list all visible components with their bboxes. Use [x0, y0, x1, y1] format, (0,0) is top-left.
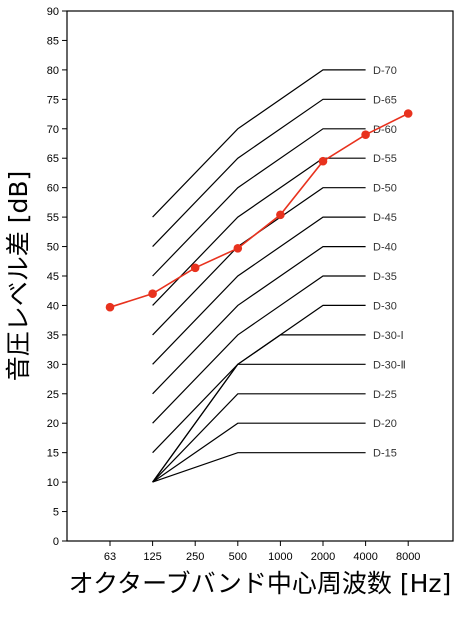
y-tick-label: 15 — [47, 448, 59, 460]
reference-label: D-15 — [373, 448, 397, 460]
reference-label: D-65 — [373, 94, 397, 106]
reference-curve-10 — [152, 363, 366, 483]
y-tick-label: 55 — [47, 212, 59, 224]
measured-point-4 — [276, 210, 285, 220]
reference-curve-11 — [152, 393, 366, 483]
reference-label: D-55 — [373, 153, 397, 165]
y-tick-label: 50 — [47, 242, 59, 254]
y-axis-title: 音圧レベル差 [dB] — [4, 171, 33, 381]
x-tick-label: 250 — [186, 551, 204, 563]
reference-labels: D-70 D-65 D-60 D-55 D-50 D-45 D-40 D-35 D-30 D-30… — [373, 65, 406, 460]
y-axis-ticks: 0 5 10 15 20 25 30 35 40 45 50 55 60 65 70 75 80 85 90 — [47, 6, 67, 548]
x-tick-label: 1000 — [268, 551, 292, 563]
y-tick-label: 60 — [47, 183, 59, 195]
reference-label: D-60 — [373, 124, 397, 136]
measured-point-3 — [233, 244, 243, 253]
reference-curve-12 — [152, 422, 366, 483]
y-tick-label: 20 — [47, 418, 59, 430]
measured-line — [109, 112, 409, 308]
y-tick-label: 10 — [47, 477, 59, 489]
x-tick-label: 8000 — [396, 551, 420, 563]
y-tick-label: 0 — [53, 536, 59, 548]
measured-point-7 — [403, 109, 413, 118]
measured-point-1 — [148, 289, 157, 299]
y-tick-label: 40 — [47, 300, 59, 312]
reference-curve-5 — [152, 216, 366, 365]
y-tick-label: 65 — [47, 153, 59, 165]
x-tick-label: 2000 — [311, 551, 335, 563]
x-axis-ticks: 63 125 250 500 1000 2000 4000 8000 — [104, 541, 420, 563]
reference-label: D-30 — [373, 300, 397, 312]
reference-label: D-25 — [373, 389, 397, 401]
reference-curve-6 — [152, 246, 366, 395]
reference-label: D-50 — [373, 183, 397, 195]
y-tick-label: 90 — [47, 6, 59, 18]
measured-series — [105, 109, 413, 312]
x-tick-label: 500 — [229, 551, 247, 563]
reference-curve-13 — [152, 452, 366, 483]
reference-curve-7 — [152, 275, 366, 424]
y-tick-label: 5 — [53, 507, 59, 519]
reference-curve-2 — [152, 128, 366, 277]
reference-curves — [152, 69, 366, 483]
y-tick-label: 85 — [47, 35, 59, 47]
measured-point-0 — [105, 302, 115, 312]
y-tick-label: 35 — [47, 330, 59, 342]
y-tick-label: 70 — [47, 124, 59, 136]
x-tick-label: 63 — [104, 551, 116, 563]
reference-label: D-40 — [373, 242, 397, 254]
x-axis-title: オクターブバンド中心周波数 [Hz] — [69, 569, 452, 598]
reference-curve-8 — [152, 304, 366, 454]
reference-curve-0 — [152, 69, 366, 218]
y-tick-label: 80 — [47, 65, 59, 77]
measured-point-6 — [361, 130, 370, 139]
x-tick-label: 125 — [143, 551, 161, 563]
reference-label: D-45 — [373, 212, 397, 224]
reference-label: D-70 — [373, 65, 397, 77]
y-tick-label: 45 — [47, 271, 59, 283]
x-tick-label: 4000 — [353, 551, 377, 563]
reference-curve-3 — [152, 157, 366, 306]
reference-label: D-35 — [373, 271, 397, 283]
reference-label: D-20 — [373, 418, 397, 430]
reference-label: D-30-Ⅰ — [373, 330, 404, 342]
y-tick-label: 30 — [47, 359, 59, 371]
y-tick-label: 75 — [47, 94, 59, 106]
y-tick-label: 25 — [47, 389, 59, 401]
measured-point-2 — [190, 263, 200, 273]
reference-label: D-30-Ⅱ — [373, 359, 406, 371]
reference-curve-1 — [152, 98, 366, 248]
measured-point-5 — [318, 156, 328, 166]
